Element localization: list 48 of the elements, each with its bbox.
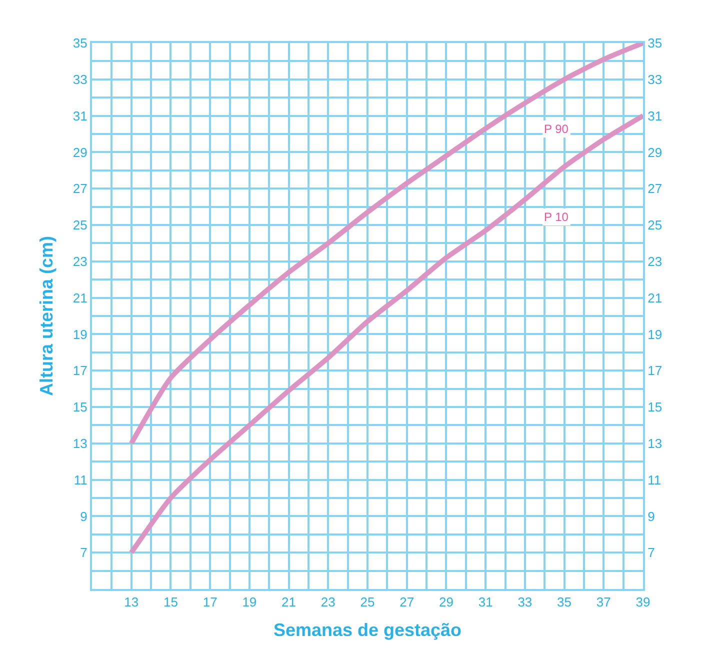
x-tick-label: 35 [557, 594, 572, 610]
y-tick-label: 33 [72, 72, 88, 87]
series-label: P 10 [544, 210, 569, 224]
y2-tick-label: 33 [648, 72, 662, 87]
x-tick-label: 29 [438, 594, 454, 610]
y2-tick-label: 23 [648, 254, 662, 269]
y2-tick-label: 17 [648, 363, 662, 378]
y2-tick-label: 7 [648, 545, 655, 560]
x-tick-label: 23 [320, 594, 336, 610]
y2-tick-label: 29 [648, 144, 662, 160]
x-axis-title: Semanas de gestação [273, 620, 462, 640]
x-tick-label: 15 [163, 594, 178, 610]
x-tick-label: 39 [636, 594, 650, 610]
y-tick-label: 27 [72, 181, 88, 196]
y2-tick-label: 13 [648, 436, 662, 451]
y-tick-label: 23 [72, 254, 88, 269]
y-tick-label: 17 [72, 363, 88, 378]
text: P 90 [544, 122, 569, 136]
y2-tick-label: 11 [648, 472, 662, 488]
x-tick-label: 31 [478, 594, 493, 610]
x-tick-label: 13 [124, 594, 139, 610]
y-tick-label: 7 [80, 545, 88, 560]
x-tick-label: 21 [282, 594, 296, 610]
x-tick-label: 27 [400, 594, 414, 610]
y-tick-label: 31 [72, 108, 88, 124]
x-tick-label: 37 [596, 594, 611, 610]
x-tick-label: 25 [360, 594, 375, 610]
y2-tick-label: 21 [648, 290, 662, 306]
x-tick-label: 19 [242, 594, 257, 610]
y2-tick-label: 35 [648, 36, 662, 51]
y2-tick-label: 25 [648, 218, 662, 233]
y2-tick-label: 9 [648, 508, 655, 524]
y-tick-label: 13 [72, 436, 88, 451]
y2-tick-label: 19 [648, 326, 662, 342]
y-tick-label: 9 [80, 508, 88, 524]
y-axis-title: Altura uterina (cm) [36, 236, 57, 396]
y-tick-label: 29 [72, 144, 88, 160]
x-tick-label: 17 [202, 594, 218, 610]
y-tick-label: 11 [74, 472, 88, 488]
y2-tick-label: 31 [648, 108, 662, 124]
x-tick-label: 33 [518, 594, 532, 610]
y-tick-label: 21 [72, 290, 88, 306]
y-tick-label: 19 [72, 326, 88, 342]
y2-tick-label: 15 [648, 400, 662, 415]
y-tick-label: 15 [72, 400, 88, 415]
y-tick-label: 35 [72, 36, 88, 51]
y-tick-label: 25 [72, 218, 88, 233]
y2-tick-label: 27 [648, 181, 662, 196]
